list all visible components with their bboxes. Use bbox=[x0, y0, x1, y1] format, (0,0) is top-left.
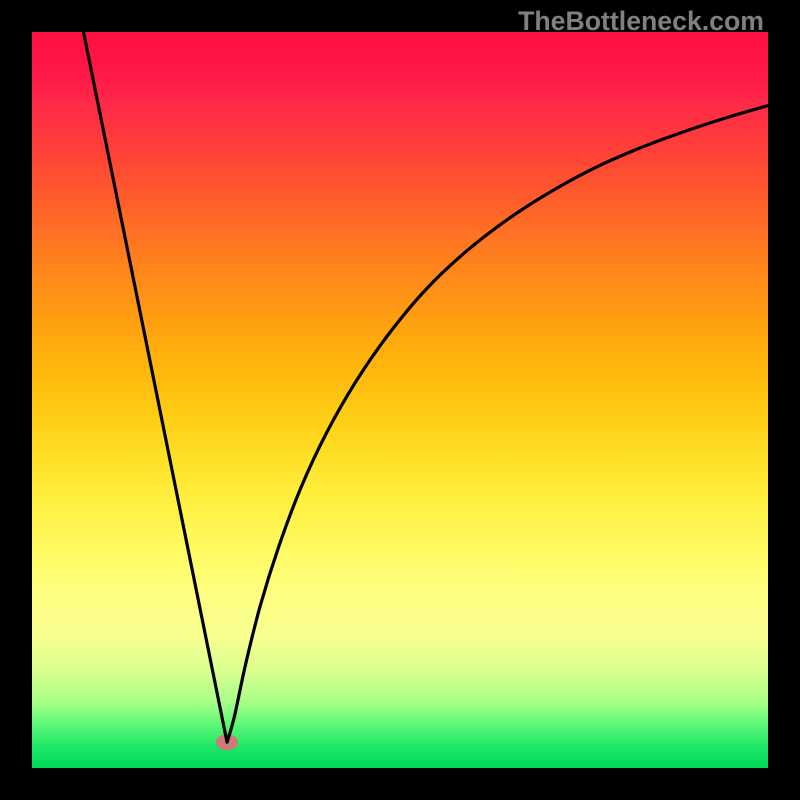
bottleneck-curve bbox=[84, 32, 768, 742]
plot-area bbox=[32, 32, 768, 768]
watermark: TheBottleneck.com bbox=[518, 6, 764, 37]
curve-layer bbox=[32, 32, 768, 768]
